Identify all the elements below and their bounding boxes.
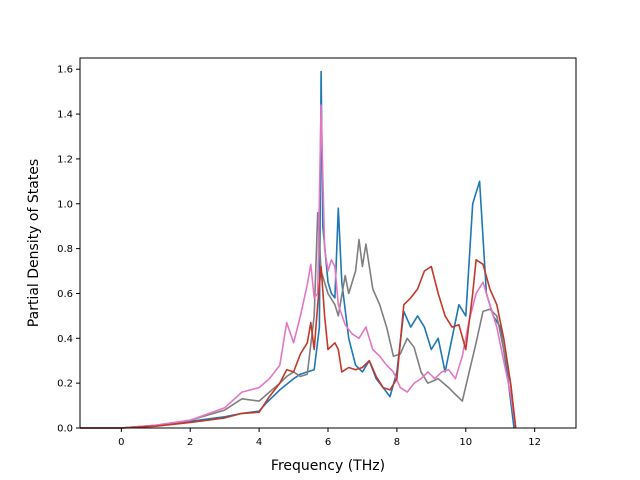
series-line-4 bbox=[80, 258, 517, 429]
x-tick-label: 12 bbox=[528, 437, 541, 448]
x-tick-label: 6 bbox=[325, 437, 331, 448]
y-axis-label: Partial Density of States bbox=[26, 159, 42, 327]
y-tick-label: 0.6 bbox=[57, 289, 73, 300]
x-tick-label: 4 bbox=[256, 437, 262, 448]
series-line-2 bbox=[80, 211, 517, 429]
x-tick-label: 10 bbox=[459, 437, 472, 448]
y-tick-label: 0.2 bbox=[57, 379, 73, 390]
x-axis-ticks: 0 2 4 6 8 10 12 bbox=[118, 428, 541, 448]
y-tick-label: 0.8 bbox=[57, 244, 73, 255]
y-tick-label: 0.4 bbox=[57, 334, 73, 345]
y-tick-label: 0.0 bbox=[57, 424, 73, 435]
series-lines bbox=[80, 70, 517, 429]
series-line-3 bbox=[80, 104, 517, 429]
y-tick-label: 1.0 bbox=[57, 199, 73, 210]
y-axis-ticks: 0.0 0.2 0.4 0.6 0.8 1.0 1.2 1.4 1.6 bbox=[57, 65, 80, 435]
y-tick-label: 1.6 bbox=[57, 65, 73, 76]
x-tick-label: 2 bbox=[187, 437, 193, 448]
y-tick-label: 1.4 bbox=[57, 110, 73, 121]
y-tick-label: 1.2 bbox=[57, 154, 73, 165]
x-tick-label: 0 bbox=[118, 437, 124, 448]
x-tick-label: 8 bbox=[394, 437, 400, 448]
x-axis-label: Frequency (THz) bbox=[271, 458, 385, 474]
